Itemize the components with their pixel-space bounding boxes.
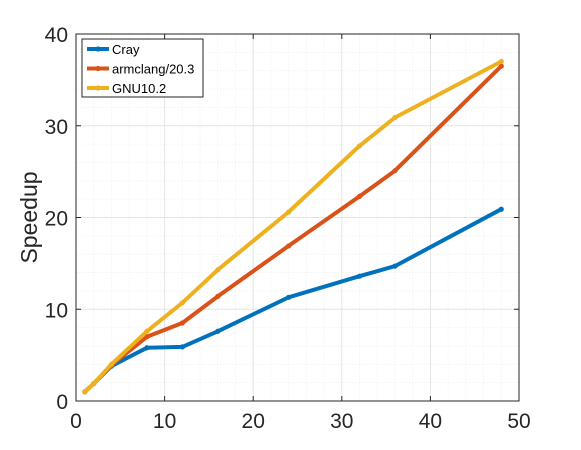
data-point-armclang-20-3 [356,193,363,199]
x-tick-label: 20 [242,410,265,433]
data-point-armclang-20-3 [215,293,221,300]
data-point-gnu10-2 [392,114,398,121]
legend-label-gnu10-2: GNU10.2 [112,81,166,96]
legend: Cray armclang/20.3 GNU10.2 [81,38,204,98]
legend-marker-cray [95,46,101,52]
data-point-gnu10-2 [179,300,185,306]
plot-series [82,58,504,395]
data-point-cray [356,273,363,279]
x-tick-label: 10 [153,410,176,433]
legend-label-cray: Cray [112,42,140,57]
y-tick-label: 30 [45,116,68,139]
data-point-cray [179,344,185,350]
data-point-armclang-20-3 [286,243,292,249]
data-point-gnu10-2 [108,361,115,367]
data-point-cray [498,206,504,212]
y-tick-label: 0 [56,391,68,414]
data-point-cray [392,263,398,269]
x-tick-label: 0 [70,410,82,433]
y-axis-label: Speedup [16,171,42,263]
y-tick-label: 10 [45,299,68,322]
data-point-gnu10-2 [356,143,363,149]
data-point-armclang-20-3 [144,334,150,340]
data-point-armclang-20-3 [392,168,398,174]
data-point-gnu10-2 [498,58,504,65]
data-point-cray [286,294,292,300]
data-point-gnu10-2 [82,389,88,395]
data-point-gnu10-2 [91,380,97,387]
x-tick-label: 40 [419,410,442,433]
data-point-cray [215,328,221,334]
legend-label-armclang-20-3: armclang/20.3 [112,62,194,77]
axes [75,33,520,402]
legend-marker-gnu10-2 [95,85,101,91]
y-tick-label: 40 [45,24,68,47]
x-tick-label: 50 [507,410,530,433]
legend-marker-armclang-20-3 [95,65,101,72]
data-point-cray [144,345,150,351]
tick-labels: 0 10 20 30 40 50 0 10 20 30 40 [45,24,531,433]
data-point-gnu10-2 [144,328,150,334]
data-point-armclang-20-3 [498,63,504,69]
data-point-gnu10-2 [286,209,292,215]
series-line-gnu10-2 [82,59,504,394]
data-point-gnu10-2 [215,267,221,273]
y-tick-label: 20 [45,208,68,231]
x-tick-label: 30 [330,410,353,433]
data-point-armclang-20-3 [179,320,185,326]
